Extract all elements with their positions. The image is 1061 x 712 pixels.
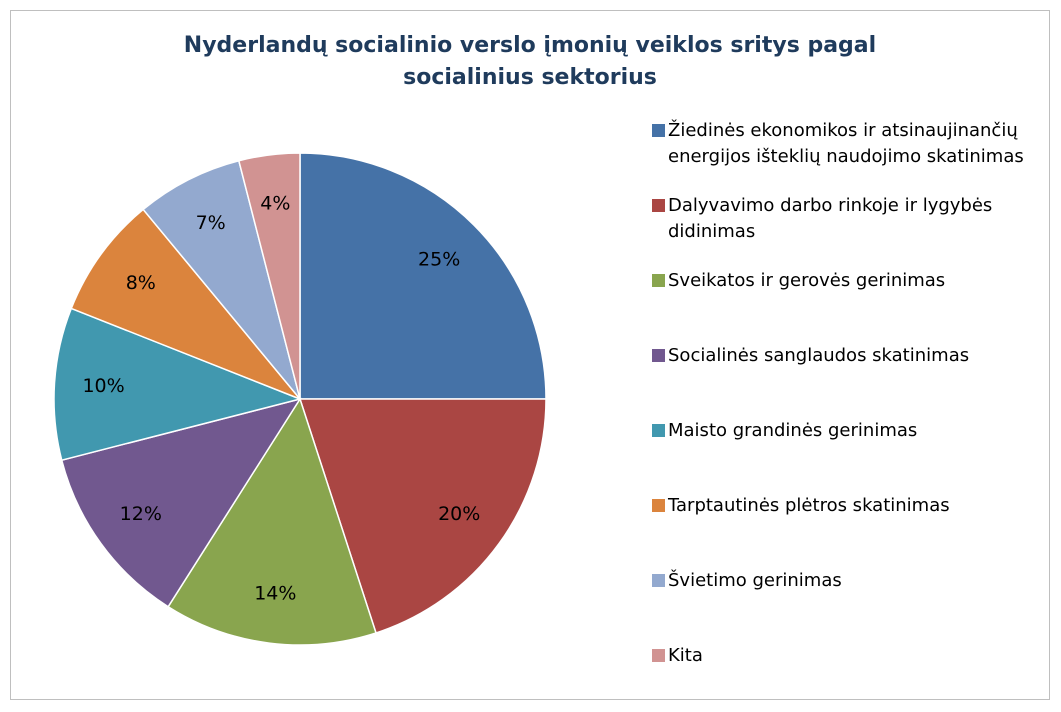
legend-label: Tarptautinės plėtros skatinimas	[668, 495, 950, 516]
pie-slice	[237, 152, 301, 400]
legend-swatch	[652, 274, 665, 287]
legend-swatch	[652, 424, 665, 437]
data-label: 20%	[438, 503, 480, 525]
legend-label: Sveikatos ir gerovės gerinimas	[668, 270, 946, 291]
legend-swatch	[652, 124, 665, 137]
pie-slice	[53, 307, 303, 462]
legend-item: Žiedinės ekonomikos ir atsinaujinančių e…	[652, 118, 1042, 170]
data-label: 7%	[196, 212, 226, 234]
legend-label: Socialinės sanglaudos skatinimas	[668, 345, 970, 366]
pie-slice	[142, 159, 301, 400]
legend-label: Švietimo gerinimas	[668, 570, 842, 591]
legend-label: Dalyvavimo darbo rinkoje ir lygybės didi…	[668, 195, 993, 242]
legend-item: Maisto grandinės gerinimas	[652, 418, 1042, 444]
legend-swatch	[652, 574, 665, 587]
data-label: 4%	[260, 192, 290, 214]
legend-label: Maisto grandinės gerinimas	[668, 420, 918, 441]
legend-item: Kita	[652, 643, 1042, 669]
legend-item: Švietimo gerinimas	[652, 568, 1042, 594]
data-label: 10%	[82, 375, 124, 397]
legend-item: Sveikatos ir gerovės gerinimas	[652, 268, 1042, 294]
legend-swatch	[652, 649, 665, 662]
pie-slice	[298, 398, 547, 634]
data-label: 8%	[126, 272, 156, 294]
pie-slice	[70, 208, 301, 400]
data-label: 14%	[254, 583, 296, 605]
legend-swatch	[652, 499, 665, 512]
pie-slice	[60, 397, 302, 608]
pie-slice	[167, 397, 377, 646]
chart-frame	[10, 10, 1050, 700]
data-label: 25%	[418, 248, 460, 270]
legend-item: Socialinės sanglaudos skatinimas	[652, 343, 1042, 369]
legend-swatch	[652, 199, 665, 212]
legend-item: Dalyvavimo darbo rinkoje ir lygybės didi…	[652, 193, 1042, 245]
pie-slice	[299, 152, 547, 400]
legend-swatch	[652, 349, 665, 362]
legend-label: Kita	[668, 645, 703, 666]
data-label: 12%	[120, 503, 162, 525]
legend-label: Žiedinės ekonomikos ir atsinaujinančių e…	[668, 120, 1024, 167]
chart-title: Nyderlandų socialinio verslo įmonių veik…	[183, 33, 877, 90]
legend-item: Tarptautinės plėtros skatinimas	[652, 493, 1042, 519]
